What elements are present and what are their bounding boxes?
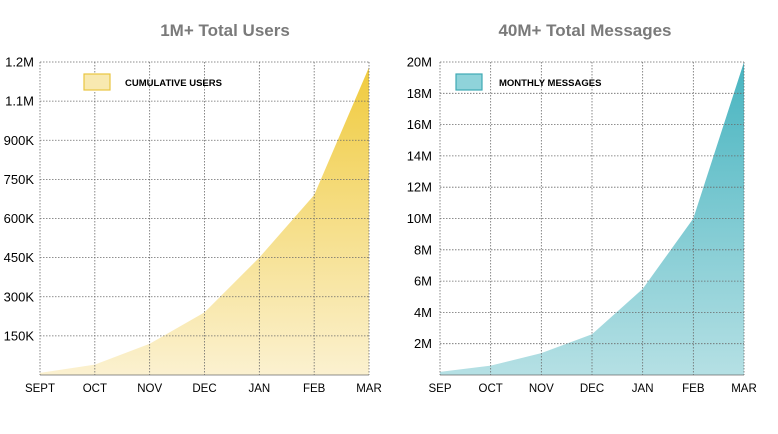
x-tick-label: FEB xyxy=(303,383,326,395)
y-tick-label: 1.1M xyxy=(5,94,34,109)
y-tick-label: 20M xyxy=(407,55,432,70)
area-series-monthly-messages xyxy=(440,62,744,375)
y-tick-label: 10M xyxy=(407,211,432,226)
x-tick-label: DEC xyxy=(580,383,604,395)
y-tick-label: 16M xyxy=(407,117,432,132)
y-tick-label: 12M xyxy=(407,180,432,195)
x-tick-label: NOV xyxy=(529,383,554,395)
x-tick-label: DEC xyxy=(192,383,216,395)
y-tick-label: 6M xyxy=(414,274,432,289)
x-tick-label: MAR xyxy=(356,383,382,395)
y-tick-label: 4M xyxy=(414,305,432,320)
y-tick-label: 750K xyxy=(4,172,35,187)
y-tick-label: 600K xyxy=(4,211,35,226)
y-tick-label: 900K xyxy=(4,133,35,148)
y-tick-label: 8M xyxy=(414,242,432,257)
x-tick-label: JAN xyxy=(248,383,270,395)
legend-label: CUMULATIVE USERS xyxy=(125,78,222,89)
y-tick-label: 2M xyxy=(414,336,432,351)
chart-2: 40M+ Total Messages 2M 4M 6M 8M 10M 12M 14M 16M 1… xyxy=(407,21,757,395)
legend-swatch xyxy=(83,73,111,91)
chart-title: 40M+ Total Messages xyxy=(498,21,671,40)
y-tick-label: 150K xyxy=(4,328,35,343)
x-tick-label: SEP xyxy=(428,383,451,395)
legend-swatch xyxy=(455,73,483,91)
x-tick-label: JAN xyxy=(632,383,654,395)
x-tick-label: SEPT xyxy=(25,383,55,395)
chart-title: 1M+ Total Users xyxy=(160,21,290,40)
x-tick-label: OCT xyxy=(479,383,503,395)
x-tick-label: MAR xyxy=(731,383,757,395)
y-tick-label: 300K xyxy=(4,289,35,304)
x-tick-label: OCT xyxy=(83,383,107,395)
chart-1: 1M+ Total Users 150K 300K 450K 600K 750K 900K 1… xyxy=(4,21,382,395)
legend-label: MONTHLY MESSAGES xyxy=(499,78,601,89)
y-tick-label: 450K xyxy=(4,250,35,265)
y-tick-label: 14M xyxy=(407,148,432,163)
y-tick-label: 1.2M xyxy=(5,55,34,70)
x-tick-label: FEB xyxy=(682,383,705,395)
y-tick-label: 18M xyxy=(407,86,432,101)
area-series-cumulative-users xyxy=(40,67,369,375)
x-tick-label: NOV xyxy=(137,383,162,395)
